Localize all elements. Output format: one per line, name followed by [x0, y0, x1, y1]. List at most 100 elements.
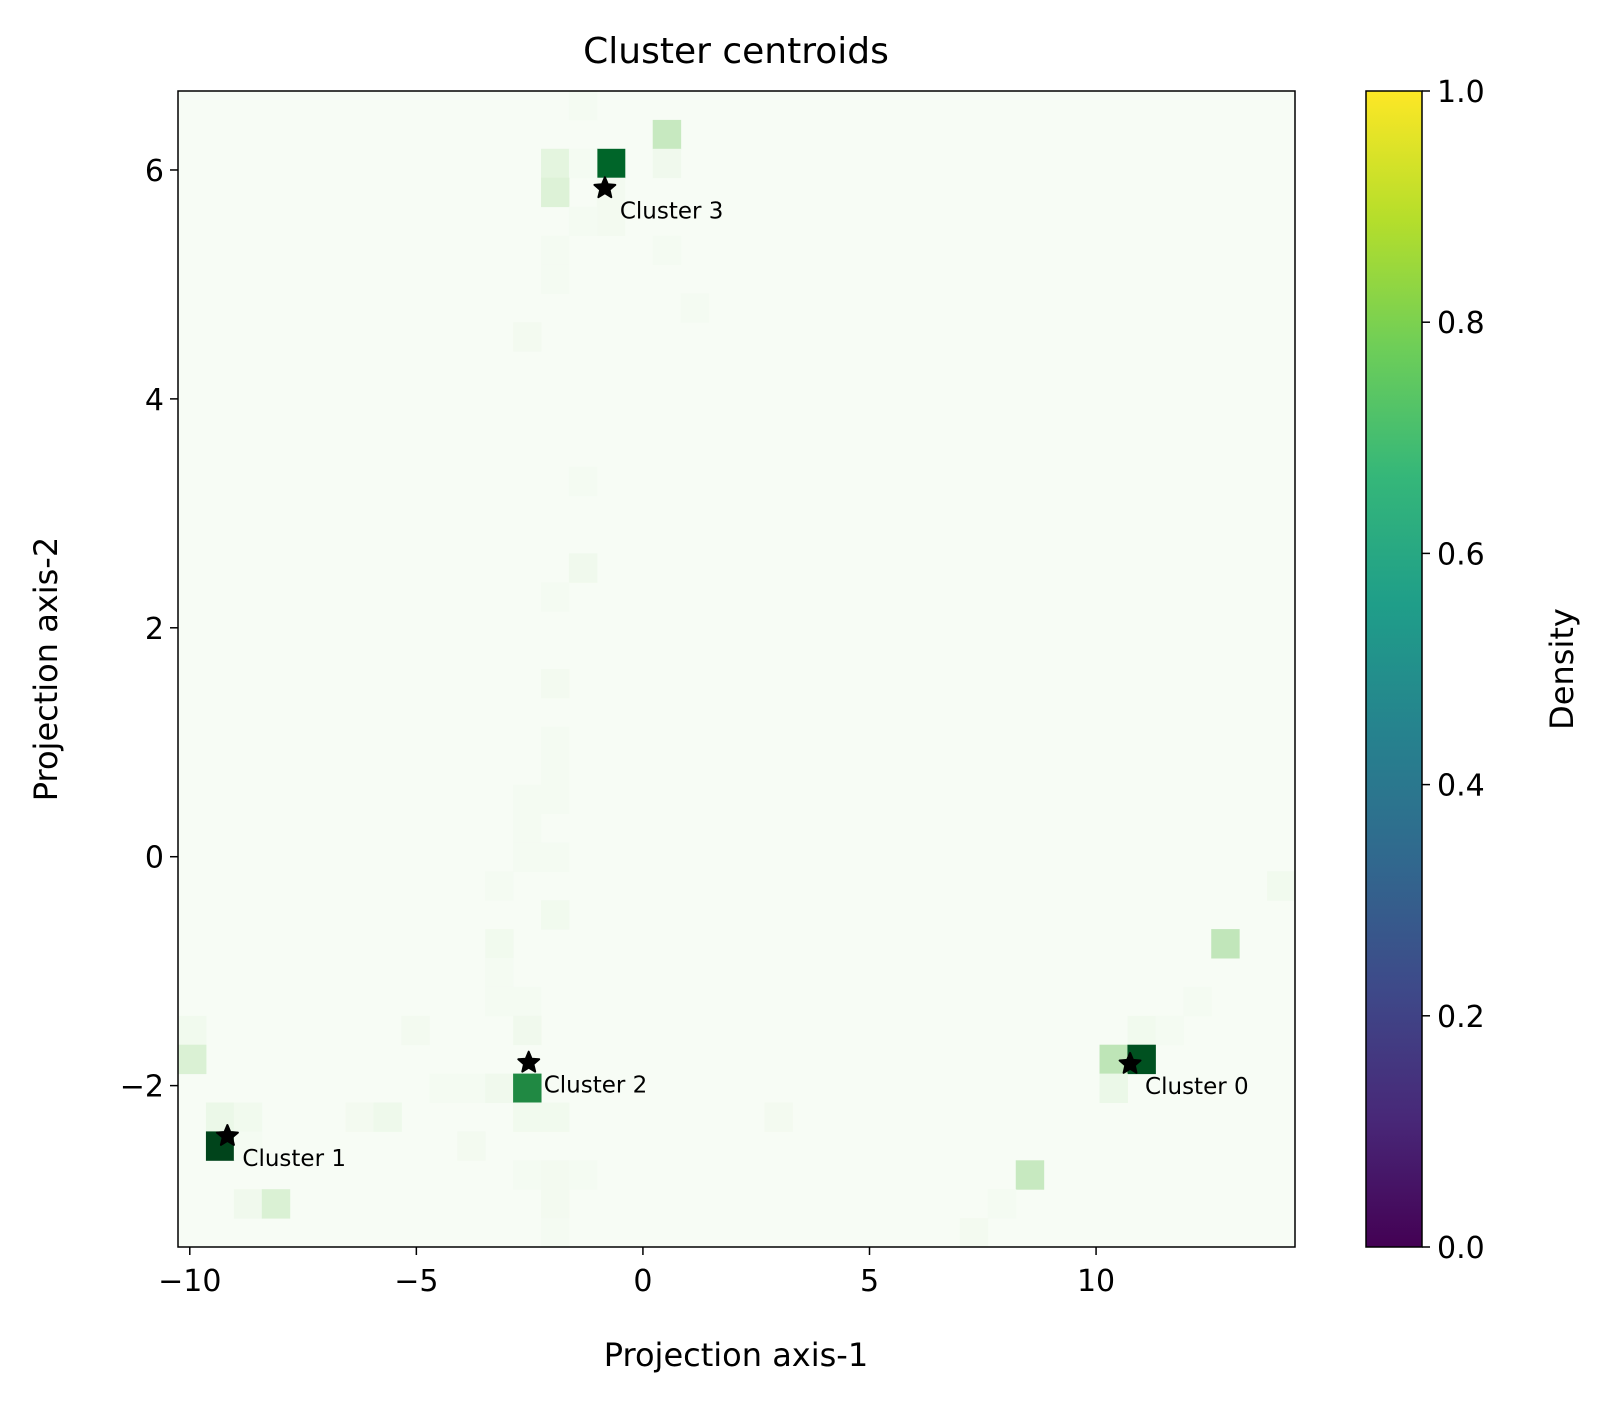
heatmap-cell [373, 1102, 402, 1132]
centroid-label: Cluster 0 [1145, 1074, 1249, 1100]
colorbar-tick-label: 0.0 [1437, 1231, 1485, 1266]
heatmap-cell [541, 1160, 570, 1190]
heatmap-cell [513, 1015, 542, 1046]
heatmap-cell [652, 148, 682, 179]
heatmap-cell [345, 1102, 374, 1132]
heatmap-cell [568, 91, 598, 121]
heatmap-cell [513, 813, 542, 843]
heatmap-cell [541, 148, 570, 179]
y-tick-label: −2 [120, 1070, 164, 1105]
x-tick-label: 5 [860, 1264, 879, 1299]
heatmap-cell [541, 1218, 570, 1248]
heatmap-cell [1127, 1015, 1156, 1046]
centroid-star-icon [215, 1124, 239, 1146]
heatmap-cell [541, 669, 570, 699]
heatmap-cell [568, 148, 598, 179]
heatmap-cell [541, 1102, 570, 1132]
x-axis-ticks: −10 −5 0 5 10 [158, 1247, 1115, 1299]
heatmap-cell [1099, 1073, 1128, 1103]
colorbar-label: Density [1543, 608, 1581, 730]
y-tick-label: 6 [145, 154, 164, 189]
centroid-markers: Cluster 0 Cluster 1 Cluster 2 Cluster 3 [215, 176, 1249, 1172]
heatmap-cell [541, 726, 570, 757]
centroid-star-icon [593, 176, 617, 199]
y-tick-label: 4 [145, 383, 164, 418]
heatmap-cell [596, 148, 626, 179]
x-tick-label: −10 [158, 1264, 221, 1299]
colorbar-tick-label: 0.6 [1437, 537, 1485, 572]
centroid-star-icon [517, 1050, 541, 1073]
y-tick-label: 2 [145, 612, 164, 647]
colorbar-tick-label: 0.8 [1437, 306, 1485, 341]
heatmap-cell [541, 582, 570, 612]
heatmap-cell [513, 986, 542, 1017]
heatmap-cell [1155, 1015, 1184, 1046]
colorbar-ticks: 0.0 0.2 0.4 0.6 0.8 1.0 [1422, 75, 1485, 1266]
heatmap-cell [680, 293, 710, 323]
chart-title: Cluster centroids [583, 31, 889, 72]
heatmap-cell [401, 1015, 430, 1046]
heatmap-cell [1015, 1160, 1045, 1190]
plot-frame [177, 90, 1296, 1248]
heatmap-cell [513, 1160, 542, 1190]
heatmap-cell [261, 1189, 291, 1219]
y-axis-ticks: −2 0 2 4 6 [120, 154, 178, 1105]
heatmap-cell [1211, 929, 1240, 959]
centroid-label: Cluster 2 [544, 1073, 648, 1099]
heatmap-cell [541, 1189, 570, 1219]
x-tick-label: 10 [1077, 1264, 1115, 1299]
heatmap-cell [429, 1073, 458, 1103]
heatmap-cell [513, 842, 542, 872]
heatmap-cell [485, 929, 514, 959]
centroid-label: Cluster 1 [242, 1146, 346, 1172]
heatmap-cell [513, 1102, 542, 1132]
centroid-star-icon [1118, 1051, 1142, 1074]
heatmap-cell [485, 986, 514, 1017]
heatmap-cell [457, 1131, 486, 1161]
heatmap-cell [541, 900, 570, 930]
heatmap-cell [764, 1102, 793, 1132]
heatmap-cell [596, 206, 626, 236]
heatmap-cell [541, 784, 570, 814]
heatmap-cell [959, 1218, 989, 1248]
centroid-label: Cluster 3 [620, 198, 724, 224]
heatmap-cell [513, 1073, 542, 1103]
heatmap-cell [233, 1189, 263, 1219]
heatmap-cell [652, 235, 682, 265]
heatmap-cells [178, 91, 1296, 1248]
heatmap-cell [513, 784, 542, 814]
heatmap-cell [485, 871, 514, 901]
y-axis-label: Projection axis-2 [27, 537, 65, 801]
colorbar-tick-label: 1.0 [1437, 75, 1485, 110]
colorbar-tick-label: 0.2 [1437, 1000, 1485, 1035]
heatmap-cell [541, 755, 570, 786]
heatmap-cell [987, 1189, 1017, 1219]
heatmap-cell [485, 958, 514, 988]
heatmap-cell [568, 1160, 598, 1190]
x-tick-label: −5 [394, 1264, 438, 1299]
heatmap-cell [1267, 871, 1296, 901]
heatmap-cell [233, 1102, 263, 1132]
x-axis-label: Projection axis-1 [604, 1336, 868, 1374]
x-tick-label: 0 [633, 1264, 652, 1299]
heatmap-cell [541, 264, 570, 294]
heatmap-cell [178, 1015, 207, 1046]
heatmap-cell [652, 119, 682, 150]
heatmap-cell [485, 1073, 514, 1103]
colorbar [1365, 90, 1423, 1248]
heatmap-cell [513, 322, 542, 352]
heatmap-cell [541, 235, 570, 265]
heatmap-cell [1183, 986, 1212, 1017]
heatmap-cell [205, 1102, 235, 1132]
heatmap-cell [541, 842, 570, 872]
heatmap-cell [568, 206, 598, 236]
heatmap-cell [541, 177, 570, 208]
heatmap-cell [568, 553, 598, 583]
heatmap-cell [233, 1131, 263, 1161]
y-tick-label: 0 [145, 841, 164, 876]
heatmap-cell [457, 1073, 486, 1103]
colorbar-tick-label: 0.4 [1437, 769, 1485, 804]
heatmap-cell [178, 1044, 207, 1075]
heatmap-cell [568, 466, 598, 497]
